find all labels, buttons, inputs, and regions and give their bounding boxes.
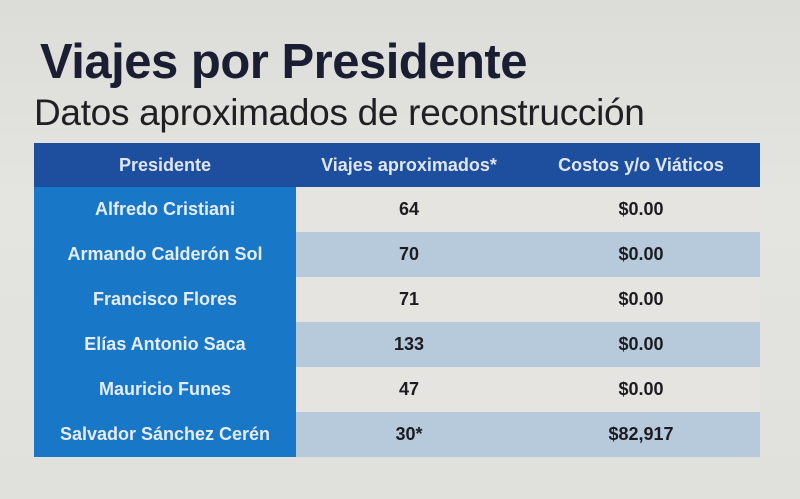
page-title: Viajes por Presidente <box>40 35 528 89</box>
president-name: Francisco Flores <box>34 277 296 322</box>
trips-value: 30* <box>296 412 522 457</box>
president-name: Salvador Sánchez Cerén <box>34 412 296 457</box>
cost-value: $0.00 <box>522 367 760 412</box>
trips-value: 47 <box>296 367 522 412</box>
cost-value: $0.00 <box>522 232 760 277</box>
table-row: Armando Calderón Sol 70 $0.00 <box>34 232 760 277</box>
table-header: Presidente Viajes aproximados* Costos y/… <box>34 143 760 187</box>
president-name: Armando Calderón Sol <box>34 232 296 277</box>
president-name: Alfredo Cristiani <box>34 187 296 232</box>
president-name: Mauricio Funes <box>34 367 296 412</box>
table-row: Francisco Flores 71 $0.00 <box>34 277 760 322</box>
trips-table: Presidente Viajes aproximados* Costos y/… <box>34 143 760 457</box>
trips-value: 64 <box>296 187 522 232</box>
trips-value: 70 <box>296 232 522 277</box>
table-row: Elías Antonio Saca 133 $0.00 <box>34 322 760 367</box>
column-header-costs: Costos y/o Viáticos <box>558 154 724 175</box>
trips-value: 133 <box>296 322 522 367</box>
cost-value: $0.00 <box>522 277 760 322</box>
cost-value: $82,917 <box>522 412 760 457</box>
table-row: Alfredo Cristiani 64 $0.00 <box>34 187 760 232</box>
table-row: Salvador Sánchez Cerén 30* $82,917 <box>34 412 760 457</box>
column-header-president: Presidente <box>118 154 212 175</box>
trips-value: 71 <box>296 277 522 322</box>
cost-value: $0.00 <box>522 187 760 232</box>
cost-value: $0.00 <box>522 322 760 367</box>
table-row: Mauricio Funes 47 $0.00 <box>34 367 760 412</box>
page-subtitle: Datos aproximados de reconstrucción <box>34 92 645 133</box>
column-header-trips: Viajes aproximados* <box>321 154 497 175</box>
president-name: Elías Antonio Saca <box>34 322 296 367</box>
